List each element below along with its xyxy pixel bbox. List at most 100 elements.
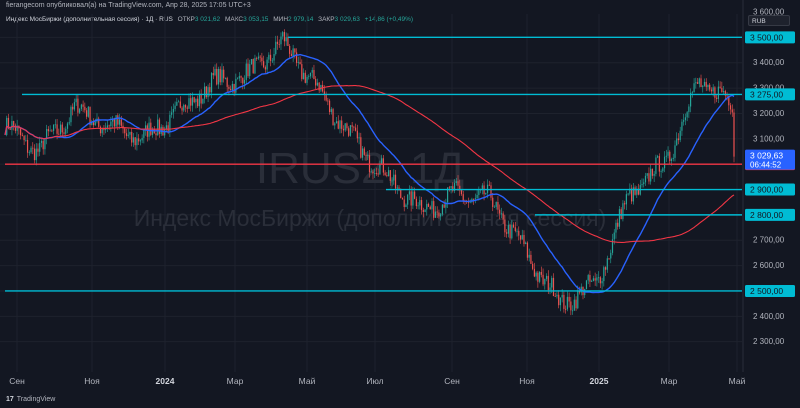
low-label: МИН [273,16,289,23]
currency-badge[interactable]: RUB [748,15,790,26]
candle-body [268,54,270,60]
candle-body [236,78,239,80]
candle-body [158,119,161,134]
candle-body [209,87,211,93]
candle-body [370,171,372,173]
candle-body [695,82,697,84]
level-price-badge [745,88,795,101]
candle-body [405,204,407,208]
candle-body [592,278,595,282]
candle-body [669,151,671,161]
candle-body [334,123,336,126]
candle-body [565,308,567,310]
candle-body [53,124,55,131]
candle-body [325,95,327,101]
candle-body [598,277,600,279]
candle-body [309,72,312,77]
candle-body [202,98,204,104]
tradingview-logo-label[interactable]: TradingView [16,396,56,403]
candle-body [532,263,534,269]
candle-body [9,128,11,130]
time-tick-label: 2025 [590,376,609,386]
time-tick-label: Ноя [84,376,100,386]
candle-body [387,170,390,177]
candle-body [94,121,96,126]
candle-body [252,58,254,74]
candle-body [98,118,100,127]
candle-body [660,171,662,173]
candle-body [165,125,168,130]
candle-body [518,230,520,236]
candle-body [440,214,442,217]
symbol-title[interactable]: Индекс МосБиржи (дополнительная сессия) … [6,16,173,23]
candle-body [63,132,65,134]
symbol-legend: Индекс МосБиржи (дополнительная сессия) … [6,14,413,26]
candle-body [245,63,247,80]
level-price-label: 2 900,00 [750,185,783,195]
candle-body [657,156,659,158]
open-label: ОТКР [177,16,195,23]
candle-body [566,296,568,310]
candle-body [698,78,700,84]
candle-body [648,173,650,182]
candle-body [228,86,230,89]
candle-body [39,142,41,152]
candle-body [33,148,36,161]
candle-body [575,299,577,309]
fast-moving-average-line [4,53,735,294]
candle-body [339,120,341,129]
candle-body [624,203,626,205]
candle-body [473,198,475,200]
candle-body [637,188,640,195]
candle-body [263,61,265,68]
candle-body [223,69,225,79]
candle-body [471,198,473,202]
candle-body [118,119,121,125]
candle-body [427,203,430,207]
candle-body [289,45,291,54]
candle-body [367,155,369,156]
candle-body [379,163,381,175]
candle-body [634,187,636,195]
watermark-name: Индекс МосБиржи (дополнительная сессия) [134,205,607,231]
footer-bar: 17 TradingView [0,392,800,408]
candle-body [492,197,494,207]
candle-body [651,168,654,176]
candle-body [617,222,619,227]
candle-body [49,130,51,132]
candle-body [578,291,581,293]
candle-body [85,110,88,117]
candle-body [221,69,223,83]
candle-body [47,129,49,132]
candle-body [124,128,126,134]
candle-body [290,53,292,57]
candle-body [526,242,529,258]
candle-body [172,108,174,113]
candle-body [377,173,379,175]
candle-body [361,148,364,158]
candle-body [433,201,435,218]
candle-body [542,274,544,285]
candle-body [410,191,412,206]
candle-body [134,137,136,146]
candle-body [512,224,515,228]
time-tick-label: Июл [366,376,383,386]
price-tick-label: 2 300,00 [753,337,785,346]
candle-body [231,83,233,91]
moving-average-lines [4,53,735,294]
candle-body [193,97,195,103]
tradingview-logo-icon[interactable]: 17 [6,396,14,403]
candle-body [14,125,17,131]
candle-body [103,128,105,131]
price-chart[interactable]: IRUS2, 1Д Индекс МосБиржи (дополнительна… [0,0,800,392]
low-value: 2 979,14 [288,16,314,23]
candle-body [627,193,629,195]
candle-body [561,294,563,298]
candle-body [693,83,695,93]
candle-body [462,194,464,201]
candle-body [233,83,235,93]
candle-body [313,70,315,79]
candle-body [677,138,680,141]
candle-body [691,92,693,94]
candle-body [198,93,200,107]
